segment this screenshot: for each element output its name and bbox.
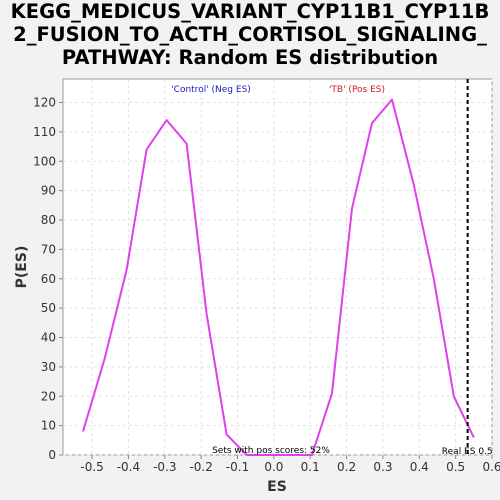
y-tick-label: 80 [41, 213, 56, 227]
neg-es-label: 'Control' (Neg ES) [171, 85, 251, 95]
x-tick-label: 0.0 [264, 460, 283, 474]
series-layer [82, 98, 475, 456]
x-tick-label: 0.2 [337, 460, 356, 474]
x-tick-label: 0.1 [301, 460, 320, 474]
y-tick-label: 110 [33, 125, 56, 139]
annotation-layer: Real ES 0.5 'Control' (Neg ES) 'TB' (Pos E… [171, 79, 493, 457]
y-tick-label: 40 [41, 331, 56, 345]
x-tick-label: -0.3 [153, 460, 176, 474]
chart-title-line-1: KEGG_MEDICUS_VARIANT_CYP11B1_CYP11B [10, 0, 490, 23]
plot-area [62, 78, 493, 456]
y-tick-label: 100 [33, 154, 56, 168]
y-tick-label: 0 [48, 448, 56, 462]
axes: -0.5 -0.4 -0.3 -0.2 -0.1 0.0 0.1 0.2 0.3 0.4 0.5 0.… [33, 96, 500, 475]
x-tick-label: -0.4 [117, 460, 140, 474]
x-tick-label: -0.5 [80, 460, 103, 474]
x-axis-label: ES [267, 479, 287, 495]
real-es-label: Real ES 0.5 [442, 447, 493, 457]
x-tick-label: 0.3 [373, 460, 392, 474]
pos-es-label: 'TB' (Pos ES) [329, 85, 385, 95]
y-tick-label: 10 [41, 419, 56, 433]
x-tick-label: 0.5 [446, 460, 465, 474]
y-tick-label: 20 [41, 389, 56, 403]
x-tick-label: 0.6 [482, 460, 500, 474]
y-tick-label: 90 [41, 184, 56, 198]
y-tick-label: 30 [41, 360, 56, 374]
y-tick-label: 50 [41, 301, 56, 315]
pos-scores-label: Sets with pos scores: 52% [212, 446, 330, 456]
chart-title-line-2: 2_FUSION_TO_ACTH_CORTISOL_SIGNALING_ [13, 23, 487, 46]
chart-title: KEGG_MEDICUS_VARIANT_CYP11B1_CYP11B 2_FU… [0, 0, 500, 69]
x-tick-label: -0.2 [189, 460, 212, 474]
x-tick-label: 0.4 [410, 460, 429, 474]
y-tick-label: 70 [41, 242, 56, 256]
x-tick-label: -0.1 [226, 460, 249, 474]
y-axis-label: P(ES) [14, 246, 30, 289]
chart-title-line-3: PATHWAY: Random ES distribution [61, 46, 439, 69]
y-tick-label: 120 [33, 96, 56, 110]
y-tick-label: 60 [41, 272, 56, 286]
es-distribution-line [82, 98, 475, 456]
